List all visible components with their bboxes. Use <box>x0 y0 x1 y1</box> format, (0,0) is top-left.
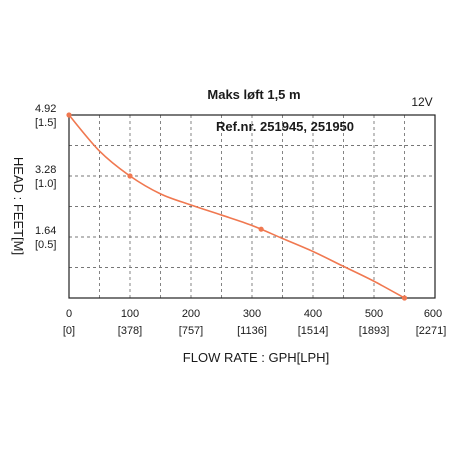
x-tick-sublabel: [0] <box>63 325 75 337</box>
y-tick-sublabel: [1.0] <box>35 178 56 190</box>
y-tick-label: 4.92 <box>35 103 56 115</box>
x-tick-sublabel: [1514] <box>298 325 329 337</box>
x-tick-label: 0 <box>66 308 72 320</box>
series-line <box>68 114 405 299</box>
data-point <box>127 173 133 179</box>
series-layer <box>66 112 408 301</box>
data-point <box>401 295 408 301</box>
data-point <box>258 226 264 232</box>
tick-labels: 0 [0] 100 [378] 200 [757] 300 [1136] 400 [1514] 50… <box>35 103 446 337</box>
x-tick-sublabel: [757] <box>179 325 203 337</box>
y-tick-sublabel: [0.5] <box>35 239 56 251</box>
x-tick-sublabel: [378] <box>118 325 142 337</box>
data-point <box>66 112 72 118</box>
x-tick-label: 600 <box>424 308 442 320</box>
y-tick-label: 3.28 <box>35 164 56 176</box>
x-tick-label: 400 <box>304 308 322 320</box>
y-tick-sublabel: [1.5] <box>35 117 56 129</box>
chart-title: Maks løft 1,5 m <box>207 87 300 102</box>
voltage-label: 12V <box>411 95 432 109</box>
plot-frame <box>68 114 436 299</box>
x-tick-label: 300 <box>243 308 261 320</box>
x-tick-label: 100 <box>121 308 139 320</box>
y-axis-label: HEAD : FEET[M] <box>11 157 26 255</box>
x-tick-sublabel: [2271] <box>416 325 447 337</box>
chart-subtitle: Ref.nr. 251945, 251950 <box>216 119 354 134</box>
x-tick-sublabel: [1136] <box>237 325 267 337</box>
x-tick-label: 500 <box>365 308 383 320</box>
x-tick-sublabel: [1893] <box>359 325 390 337</box>
x-axis-label: FLOW RATE : GPH[LPH] <box>183 350 329 365</box>
x-tick-label: 200 <box>182 308 200 320</box>
y-tick-label: 1.64 <box>35 225 56 237</box>
